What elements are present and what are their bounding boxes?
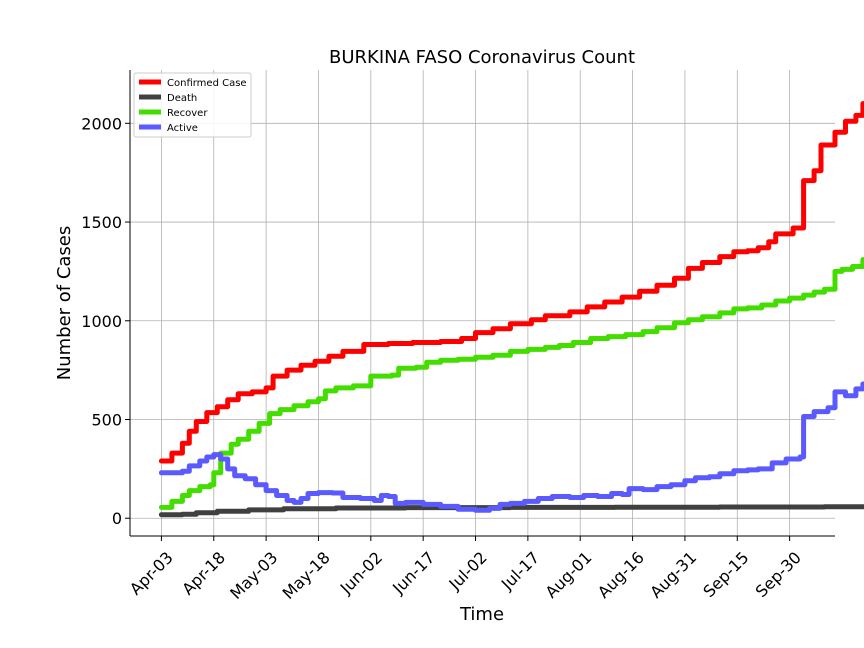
legend-label-active: Active — [167, 123, 198, 134]
x-tick-label: Aug-01 — [542, 548, 596, 602]
x-tick-label: May-03 — [226, 548, 281, 603]
x-tick-label: Aug-31 — [646, 548, 700, 602]
x-tick-label: Apr-03 — [126, 548, 177, 599]
axes — [129, 70, 835, 537]
y-tick-label: 0 — [112, 509, 122, 528]
x-tick-label: Jun-02 — [336, 548, 386, 598]
grid — [130, 70, 835, 536]
y-ticks: 0 500 1000 1500 2000 — [81, 114, 130, 528]
y-tick-label: 1500 — [81, 213, 122, 232]
y-axis-label: Number of Cases — [54, 226, 75, 381]
y-tick-label: 1000 — [81, 312, 122, 331]
x-tick-label: Sep-30 — [752, 548, 805, 601]
x-tick-label: Jul-02 — [445, 548, 491, 594]
x-tick-label: May-18 — [279, 548, 334, 603]
x-tick-label: Jun-17 — [388, 548, 438, 598]
legend-label-death: Death — [167, 93, 197, 104]
y-tick-label: 2000 — [81, 114, 122, 133]
x-tick-label: Sep-15 — [699, 548, 752, 601]
x-tick-label: Jul-17 — [497, 548, 543, 594]
x-axis-label: Time — [459, 604, 504, 625]
series-line-death — [158, 504, 864, 518]
series-line-active — [158, 381, 864, 513]
series-lines — [158, 101, 864, 518]
legend-label-confirmed-case: Confirmed Case — [167, 78, 247, 89]
chart-title: BURKINA FASO Coronavirus Count — [329, 47, 635, 68]
x-tick-label: Aug-16 — [594, 548, 648, 602]
series-line-recover — [158, 257, 864, 510]
legend-box — [133, 72, 252, 138]
series-line-confirmed-case — [158, 101, 864, 464]
x-tick-label: Apr-18 — [178, 548, 229, 599]
legend-label-recover: Recover — [167, 108, 208, 119]
y-tick-label: 500 — [91, 411, 122, 430]
legend: Confirmed Case Death Recover Active — [133, 72, 252, 138]
